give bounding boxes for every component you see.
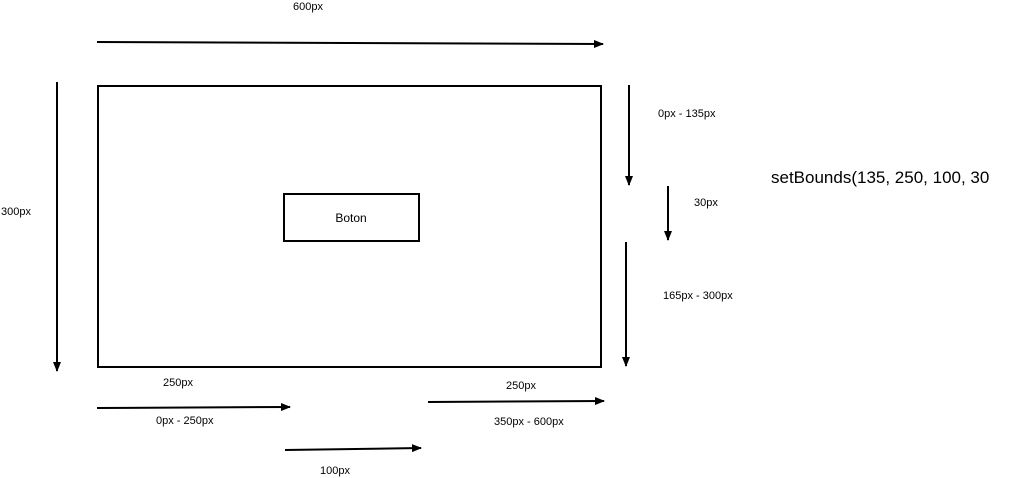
bottom-left-range-label: 0px - 250px <box>156 415 214 427</box>
boton-button-label: Boton <box>335 211 366 225</box>
top-width-label: 600px <box>293 1 323 13</box>
right-bottom-range-label: 165px - 300px <box>663 290 733 302</box>
left-height-label: 300px <box>1 206 31 218</box>
boton-button-box[interactable] <box>283 193 420 242</box>
window-frame <box>97 85 602 368</box>
right-top-range-label: 0px - 135px <box>658 108 716 120</box>
bottom-right-arrow <box>427 397 605 406</box>
boton-button[interactable]: Boton <box>283 193 420 242</box>
right-mid-label: 30px <box>694 197 718 209</box>
bottom-left-arrow <box>96 403 291 412</box>
bottom-right-range-label: 350px - 600px <box>494 416 564 428</box>
bottom-center-label: 100px <box>320 465 350 477</box>
top-width-arrow <box>96 39 604 48</box>
setbounds-code: setBounds(135, 250, 100, 30 <box>771 168 989 187</box>
bottom-center-arrow <box>284 444 422 453</box>
bottom-right-value-label: 250px <box>506 380 536 392</box>
bottom-left-value-label: 250px <box>163 377 193 389</box>
